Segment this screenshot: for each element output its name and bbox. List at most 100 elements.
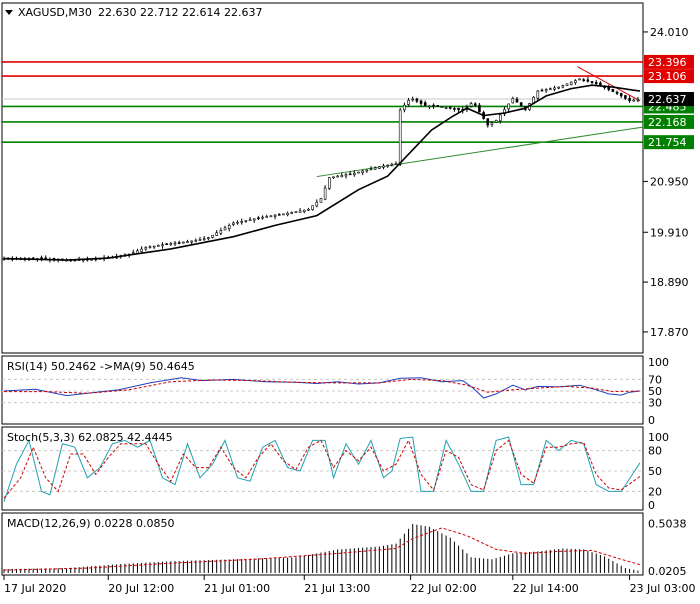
candle-body: [578, 78, 581, 81]
rsi-panel: [1, 355, 644, 425]
level-tag-resistance: [644, 54, 694, 69]
chart-menu-triangle-icon[interactable]: [5, 10, 13, 15]
rsi-tick-label: 100: [648, 356, 669, 369]
macd-signal-line: [3, 527, 641, 571]
candle-body: [569, 81, 573, 85]
candle-body: [40, 257, 43, 259]
candle-body: [440, 106, 444, 108]
time-tick-label: 22 Jul 02:00: [411, 582, 477, 595]
candle-body: [353, 172, 356, 175]
macd-tick-label: 0.0205: [648, 565, 687, 578]
time-tick-label: 23 Jul 03:00: [630, 582, 696, 595]
price-tick-label: 20.950: [650, 175, 689, 188]
candle-body: [282, 213, 285, 216]
candle-body: [269, 215, 273, 218]
candle-body: [469, 103, 473, 107]
candle-body: [553, 87, 556, 90]
rsi-tick-label: 70: [648, 373, 662, 386]
candle-body: [140, 248, 143, 252]
candle-body: [290, 212, 294, 214]
candle-body: [615, 91, 619, 94]
candle-body: [403, 104, 406, 111]
candle-body: [311, 205, 314, 210]
candles: [2, 76, 640, 263]
candle-body: [136, 250, 139, 254]
candle-body: [298, 210, 302, 213]
candle-body: [319, 198, 323, 203]
stoch-tick-label: 100: [648, 431, 669, 444]
candle-body: [227, 225, 231, 230]
stoch-tick-label: 50: [648, 465, 662, 478]
candle-body: [557, 86, 560, 89]
stoch-signal-line: [3, 439, 641, 499]
candle-body: [544, 89, 548, 92]
candle-body: [157, 245, 160, 247]
candle-body: [607, 87, 611, 90]
candle-body: [590, 81, 594, 83]
candle-body: [357, 171, 360, 174]
candle-body: [373, 167, 377, 170]
candle-body: [636, 99, 640, 101]
price-plot: [2, 61, 644, 263]
candle-body: [561, 85, 565, 88]
current-price-tag: [644, 92, 694, 107]
candle-body: [252, 218, 256, 221]
candle-body: [536, 90, 540, 99]
stoch-main-line: [3, 436, 641, 502]
candle-body: [574, 80, 577, 83]
candle-body: [624, 95, 627, 99]
rsi-tick-label: 30: [648, 397, 662, 410]
price-tick-label: 17.870: [650, 326, 689, 339]
candle-body: [444, 107, 448, 109]
candle-body: [436, 105, 440, 107]
price-tick-label: 19.910: [650, 226, 689, 239]
candle-body: [202, 238, 206, 240]
candle-body: [236, 221, 239, 224]
price-tick-label: 18.890: [650, 276, 689, 289]
candle-body: [265, 216, 269, 218]
current-price-label: 22.637: [648, 93, 687, 106]
stoch-title: Stoch(5,3,3) 62.0825 42.4445: [7, 431, 173, 444]
axis-labels: 24.010 20.950 19.910 18.890 17.870 17 Jul 202…: [3, 26, 696, 595]
candle-body: [240, 220, 244, 223]
candle-body: [244, 220, 248, 222]
candle-body: [219, 230, 223, 234]
candle-body: [582, 79, 585, 82]
stoch-panel: [1, 426, 644, 511]
candle-body: [369, 168, 373, 171]
candle-body: [394, 163, 398, 165]
candle-body: [486, 118, 490, 126]
candle-body: [490, 122, 494, 125]
trend-line-support_trend: [316, 126, 644, 178]
candle-body: [390, 163, 394, 166]
candle-body: [632, 99, 636, 102]
moving-average-line: [3, 84, 641, 261]
candle-body: [332, 176, 335, 179]
candle-body: [323, 187, 327, 200]
time-tick-label: 21 Jul 01:00: [204, 582, 270, 595]
candle-body: [286, 212, 289, 216]
time-tick-label: 20 Jul 12:00: [108, 582, 174, 595]
candle-body: [611, 89, 615, 92]
level-tag-support: [644, 114, 694, 129]
rsi-plot: [2, 377, 643, 404]
price-panel: [1, 2, 644, 354]
candle-body: [515, 98, 519, 103]
candle-body: [336, 175, 339, 178]
candle-body: [565, 83, 569, 86]
candle-body: [148, 246, 152, 249]
symbol-label: XAGUSD,M30: [18, 6, 92, 19]
candle-body: [382, 165, 385, 168]
level-tag-resistance: [644, 69, 694, 84]
candle-body: [186, 241, 189, 243]
candle-body: [415, 98, 419, 102]
candle-body: [628, 97, 631, 102]
candle-body: [549, 88, 552, 91]
candle-body: [478, 104, 481, 113]
candle-body: [207, 237, 210, 239]
candle-body: [44, 257, 48, 260]
rsi-tick-label: 0: [648, 414, 655, 427]
candle-body: [419, 100, 423, 104]
candle-body: [277, 214, 281, 216]
